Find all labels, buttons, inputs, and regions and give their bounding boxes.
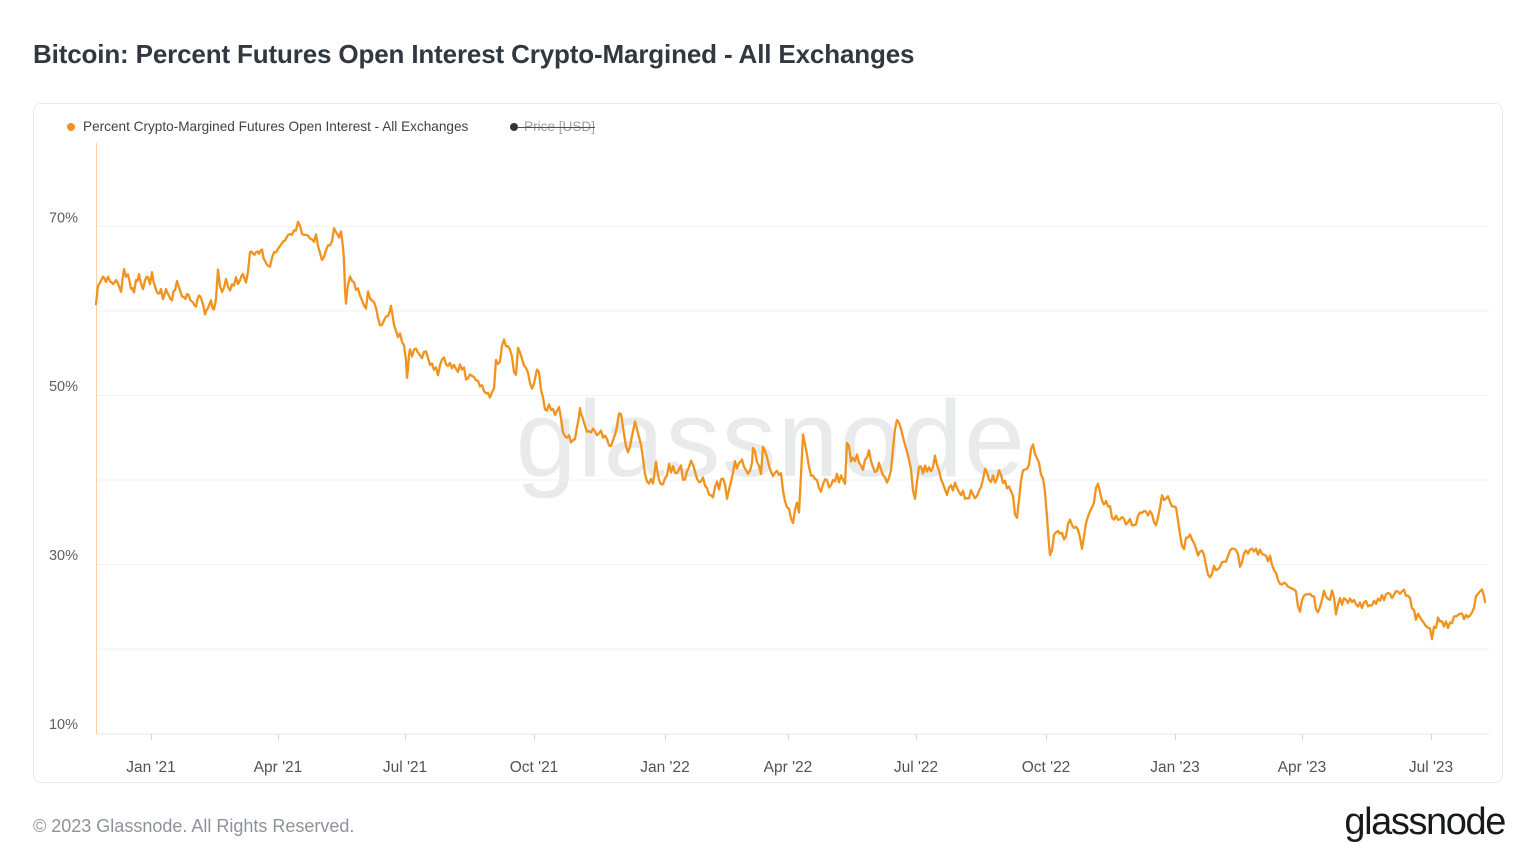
- svg-text:Apr '23: Apr '23: [1278, 759, 1327, 776]
- svg-text:Apr '21: Apr '21: [254, 759, 303, 776]
- svg-text:Jul '22: Jul '22: [894, 759, 938, 776]
- svg-text:Oct '21: Oct '21: [510, 759, 559, 776]
- svg-text:70%: 70%: [49, 211, 78, 227]
- svg-text:Jan '22: Jan '22: [640, 759, 690, 776]
- svg-text:10%: 10%: [49, 717, 78, 733]
- svg-text:Jul '23: Jul '23: [1409, 759, 1453, 776]
- svg-text:Jan '23: Jan '23: [1150, 759, 1200, 776]
- svg-text:Jan '21: Jan '21: [126, 759, 176, 776]
- svg-text:30%: 30%: [49, 548, 78, 564]
- svg-text:Oct '22: Oct '22: [1022, 759, 1071, 776]
- svg-text:50%: 50%: [49, 379, 78, 395]
- svg-text:Jul '21: Jul '21: [383, 759, 427, 776]
- svg-text:Apr '22: Apr '22: [764, 759, 813, 776]
- svg-text:glassnode: glassnode: [516, 378, 1026, 500]
